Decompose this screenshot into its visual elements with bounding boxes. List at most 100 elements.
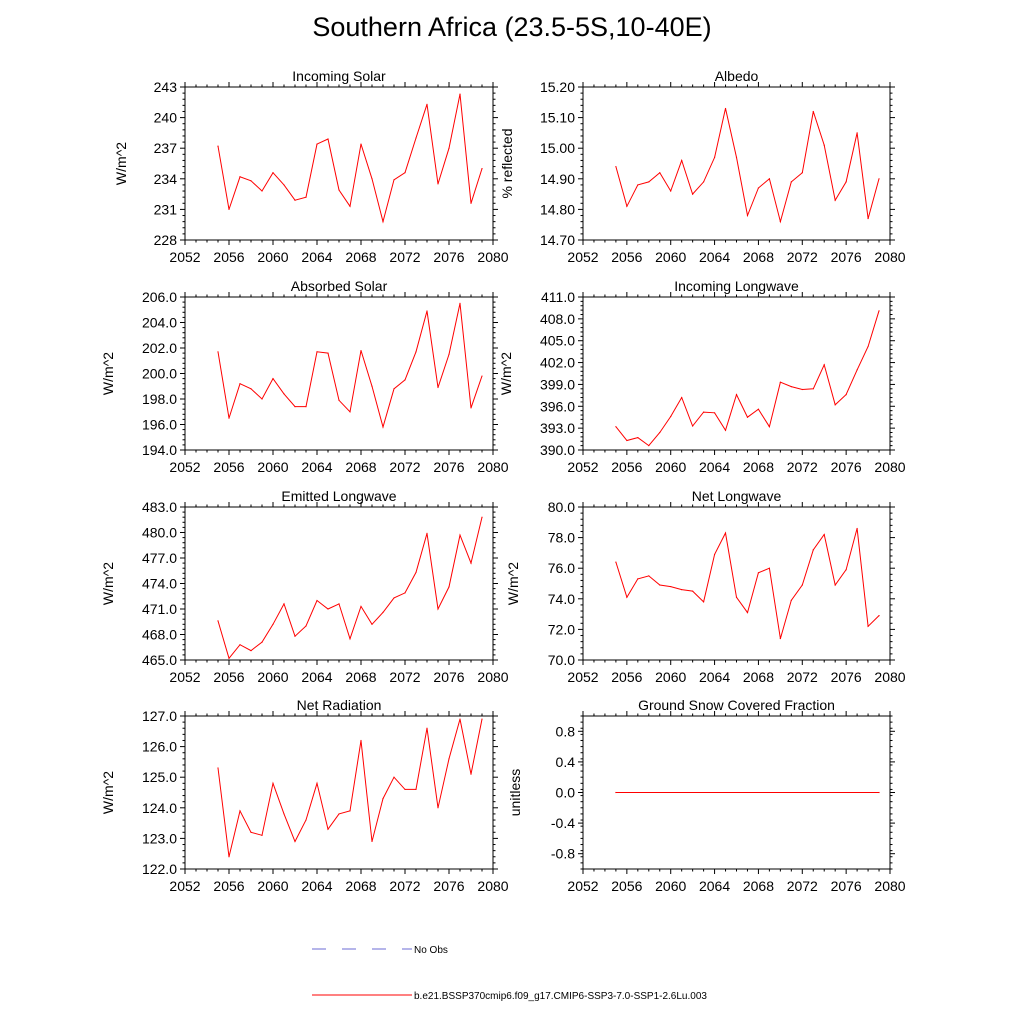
plot-frame — [582, 296, 891, 451]
x-tick-label: 2072 — [787, 249, 818, 265]
y-tick-label: 471.0 — [142, 601, 177, 617]
x-tick-label: 2080 — [477, 878, 508, 894]
x-tick-label: 2072 — [787, 459, 818, 475]
series-line — [217, 517, 483, 660]
data-point — [349, 205, 351, 207]
x-tick-label: 2056 — [611, 249, 642, 265]
data-point — [437, 386, 439, 389]
data-point — [878, 791, 880, 794]
data-point — [779, 221, 781, 223]
data-point — [250, 650, 252, 652]
y-tick-label: 228 — [154, 232, 178, 248]
data-point — [459, 718, 461, 720]
chart-panel-1: Incoming Solar W/m^2 2052 2056 2060 2064 2068 2… — [113, 68, 509, 265]
data-point — [867, 217, 869, 220]
y-tick-label: 206.0 — [142, 289, 177, 305]
y-tick-label: 200.0 — [142, 366, 177, 382]
data-point — [626, 596, 628, 598]
y-tick-label: 0.0 — [556, 785, 576, 801]
data-point — [703, 601, 705, 603]
data-point — [415, 571, 417, 574]
data-point — [834, 199, 836, 201]
y-tick-label: -0.8 — [551, 846, 575, 862]
data-point — [349, 810, 351, 812]
data-point — [459, 534, 461, 536]
data-point — [790, 599, 792, 601]
x-tick-label: 2056 — [611, 459, 642, 475]
data-point — [681, 589, 683, 591]
data-point — [757, 572, 760, 574]
data-point — [670, 190, 672, 192]
x-tick-label: 2064 — [699, 669, 730, 685]
data-point — [801, 388, 803, 391]
y-axis-label: W/m^2 — [498, 352, 514, 395]
data-point — [448, 147, 450, 149]
data-point — [426, 103, 428, 105]
data-point — [327, 352, 329, 354]
x-tick-label: 2056 — [213, 249, 244, 265]
data-point — [261, 834, 263, 836]
data-point — [470, 407, 472, 409]
y-tick-label: 402.0 — [540, 355, 575, 371]
y-tick-label: 483.0 — [142, 499, 177, 515]
data-point — [283, 184, 285, 186]
data-point — [250, 388, 252, 390]
x-tick-label: 2064 — [699, 459, 730, 475]
x-tick-label: 2072 — [389, 669, 420, 685]
x-tick-label: 2080 — [874, 459, 905, 475]
plot-frame — [184, 86, 494, 241]
data-point — [659, 584, 661, 586]
panel-title: Albedo — [715, 68, 759, 84]
legend-no-obs-label: No Obs — [414, 945, 448, 956]
panel-title: Absorbed Solar — [291, 278, 388, 294]
data-point — [239, 383, 241, 385]
data-point — [790, 386, 792, 388]
data-point — [316, 351, 318, 353]
data-point — [681, 396, 683, 399]
chart-panel-7: Net Radiation W/m^2 2052 2056 2060 2064 2068 20… — [100, 697, 509, 894]
chart-panel-5: Emitted Longwave W/m^2 2052 2056 2060 2064 206… — [100, 488, 509, 685]
data-point — [393, 388, 395, 390]
panel-title: Incoming Solar — [292, 68, 386, 84]
x-tick-label: 2052 — [567, 459, 598, 475]
y-tick-label: 411.0 — [541, 289, 575, 305]
x-tick-label: 2052 — [169, 249, 200, 265]
data-point — [415, 137, 417, 139]
data-point — [404, 379, 406, 381]
x-tick-label: 2080 — [477, 459, 508, 475]
chart-panel-2: Albedo % reflected 2052 2056 2060 2064 2068 207… — [499, 68, 906, 265]
data-point — [393, 179, 395, 181]
x-tick-label: 2052 — [567, 669, 598, 685]
data-point — [426, 727, 428, 729]
x-tick-label: 2080 — [477, 669, 508, 685]
data-point — [746, 611, 749, 614]
y-tick-label: 124.0 — [142, 800, 177, 816]
data-point — [283, 393, 285, 395]
data-point — [670, 585, 672, 588]
y-tick-label: 15.20 — [540, 79, 575, 95]
series-line — [217, 94, 483, 224]
data-point — [735, 394, 738, 396]
x-tick-label: 2060 — [655, 459, 686, 475]
data-point — [272, 378, 274, 380]
data-point — [327, 828, 329, 830]
y-tick-label: 78.0 — [548, 530, 575, 546]
data-point — [856, 527, 858, 530]
y-axis-label: % reflected — [499, 128, 515, 198]
plot-frame — [582, 86, 891, 241]
panel-title: Emitted Longwave — [281, 488, 396, 504]
data-point — [349, 411, 351, 413]
data-point — [481, 718, 483, 720]
x-tick-label: 2052 — [567, 878, 598, 894]
data-point — [659, 431, 661, 434]
data-point — [272, 782, 274, 784]
data-point — [393, 776, 395, 778]
x-tick-label: 2064 — [301, 249, 332, 265]
data-point — [681, 159, 683, 162]
data-point — [768, 178, 770, 180]
data-point — [867, 345, 869, 348]
data-point — [261, 190, 263, 192]
data-point — [637, 437, 639, 439]
x-tick-label: 2064 — [301, 878, 332, 894]
y-tick-label: 14.70 — [540, 232, 575, 248]
